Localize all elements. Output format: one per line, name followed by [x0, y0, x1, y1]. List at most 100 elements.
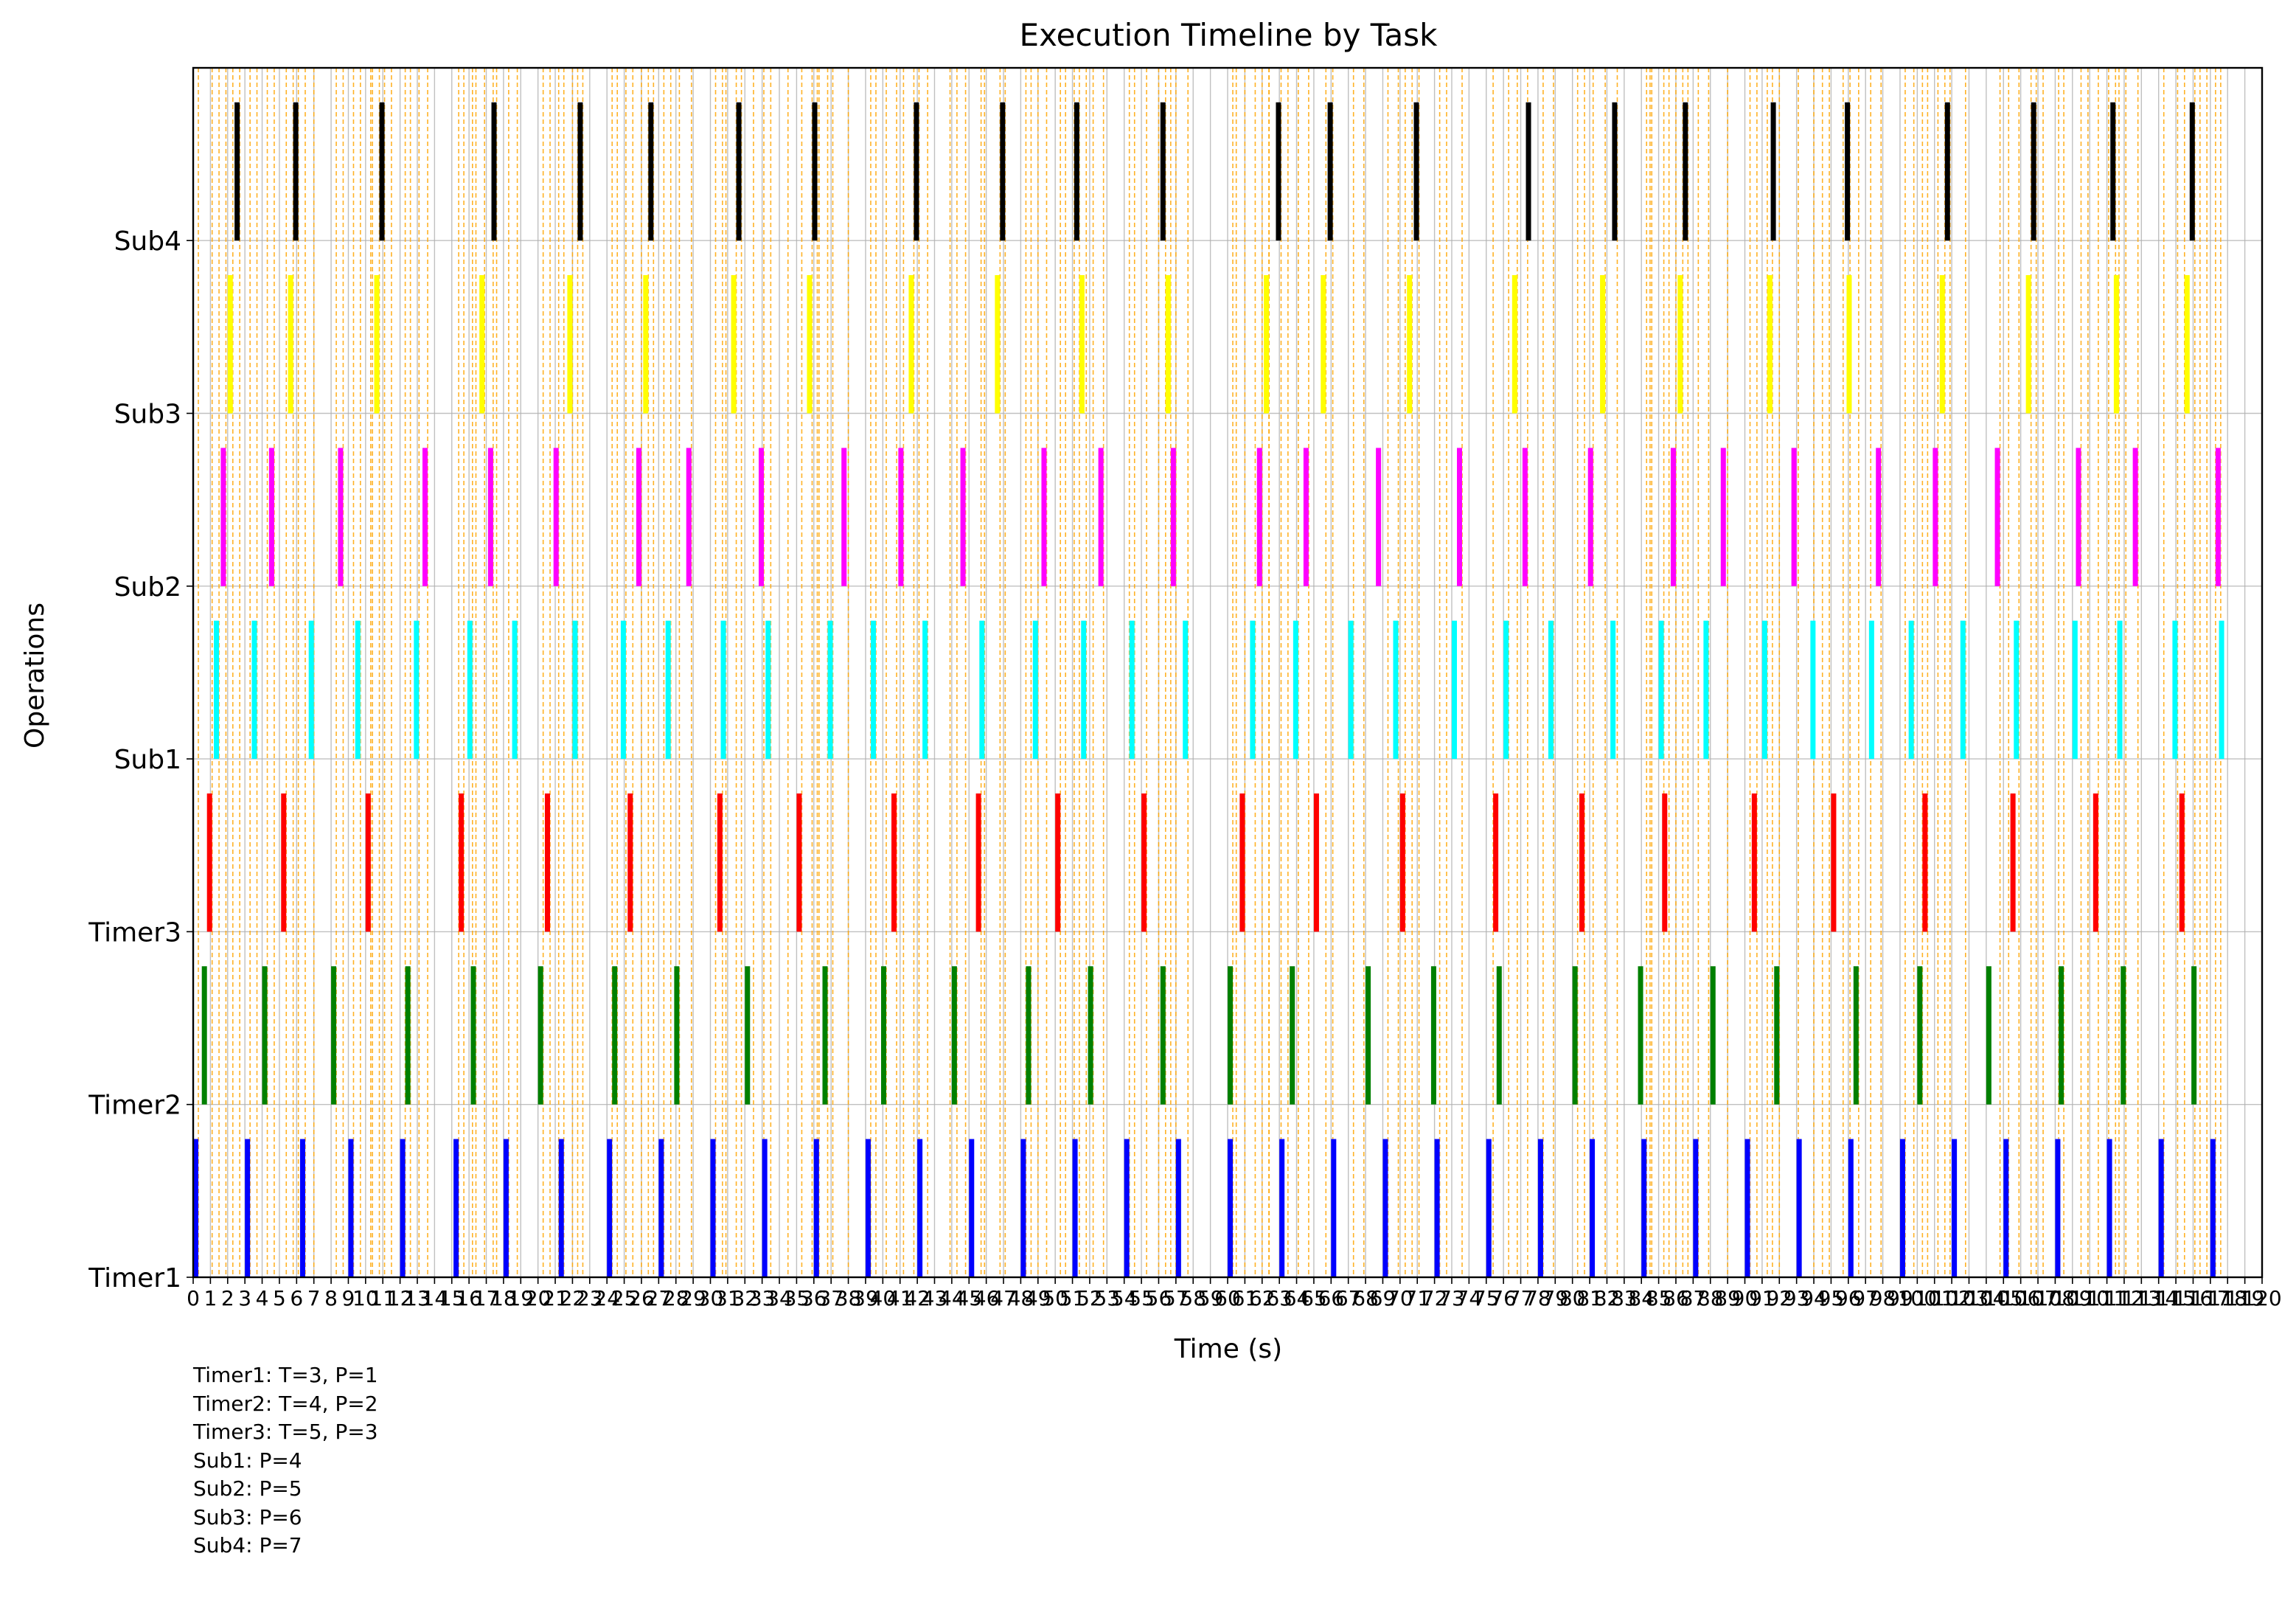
- bar-sub3: [995, 275, 1001, 414]
- bar-timer2: [1026, 966, 1032, 1105]
- bar-timer2: [1496, 966, 1502, 1105]
- bar-sub2: [487, 448, 493, 586]
- bar-timer1: [1434, 1139, 1440, 1277]
- bar-sub2: [553, 448, 559, 586]
- bar-timer1: [400, 1139, 406, 1277]
- x-tick-label: 7: [307, 1286, 321, 1310]
- bar-timer3: [2010, 793, 2016, 932]
- bar-timer3: [975, 793, 981, 932]
- x-tick-label: 64: [1284, 1286, 1310, 1310]
- bar-timer3: [1662, 793, 1668, 932]
- x-tick-label: 72: [1422, 1286, 1448, 1310]
- bar-timer1: [607, 1139, 613, 1277]
- bar-sub4: [577, 102, 583, 241]
- x-tick-label: 61: [1232, 1286, 1259, 1310]
- x-tick-label: 38: [835, 1286, 862, 1310]
- bar-sub2: [1720, 448, 1726, 586]
- note-timer1: Timer1: T=3, P=1: [193, 1363, 378, 1387]
- x-tick-label: 71: [1404, 1286, 1430, 1310]
- bar-sub1: [1503, 620, 1509, 760]
- bar-sub2: [1456, 448, 1463, 586]
- x-tick-label: 77: [1508, 1286, 1534, 1310]
- bar-sub4: [736, 102, 742, 241]
- bar-timer3: [627, 793, 633, 932]
- y-tick-label: Sub3: [114, 400, 181, 430]
- bar-sub4: [1327, 102, 1333, 241]
- bar-sub3: [1264, 275, 1270, 414]
- bar-timer1: [865, 1139, 871, 1277]
- note-sub2: Sub2: P=5: [193, 1476, 302, 1501]
- bar-timer1: [710, 1139, 716, 1277]
- reference-lines: [198, 68, 2222, 1277]
- bar-timer2: [1710, 966, 1716, 1105]
- bar-sub4: [1276, 102, 1281, 241]
- x-tick-label: 23: [577, 1286, 603, 1310]
- bar-timer2: [1774, 966, 1780, 1105]
- bar-sub1: [1393, 620, 1399, 760]
- bar-timer2: [674, 966, 680, 1105]
- x-tick-label: 88: [1697, 1286, 1724, 1310]
- bar-sub1: [1960, 620, 1966, 760]
- bar-sub1: [1183, 620, 1189, 760]
- x-tick-label: 17: [473, 1286, 500, 1310]
- bar-timer1: [2003, 1139, 2009, 1277]
- x-tick-label: 73: [1439, 1286, 1465, 1310]
- x-tick-label: 63: [1266, 1286, 1293, 1310]
- y-tick-label: Timer3: [88, 917, 181, 948]
- x-tick-label: 46: [973, 1286, 1000, 1310]
- bar-sub1: [1761, 620, 1767, 760]
- bar-sub2: [1670, 448, 1676, 586]
- x-tick-label: 55: [1128, 1286, 1155, 1310]
- x-tick-label: 94: [1801, 1286, 1827, 1310]
- x-tick-label: 25: [611, 1286, 638, 1310]
- note-sub1: Sub1: P=4: [193, 1448, 302, 1473]
- bar-timer2: [1430, 966, 1436, 1105]
- bar-sub2: [841, 448, 847, 586]
- bar-timer1: [1486, 1139, 1492, 1277]
- bar-sub4: [914, 102, 919, 241]
- x-tick-label: 110: [2070, 1286, 2109, 1310]
- bar-timer1: [2158, 1139, 2164, 1277]
- bar-sub1: [1032, 620, 1038, 760]
- bar-timer1: [917, 1139, 923, 1277]
- bar-timer3: [1922, 793, 1928, 932]
- bar-sub3: [908, 275, 914, 414]
- bar-timer1: [658, 1139, 664, 1277]
- bar-timer2: [745, 966, 751, 1105]
- bar-timer1: [1693, 1139, 1699, 1277]
- bar-sub2: [1994, 448, 2000, 586]
- x-tick-label: 107: [2018, 1286, 2057, 1310]
- x-tick-label: 10: [352, 1286, 379, 1310]
- bar-sub1: [1908, 620, 1914, 760]
- bar-sub1: [355, 620, 361, 760]
- bar-sub1: [827, 620, 833, 760]
- bar-sub1: [979, 620, 985, 760]
- bar-sub1: [1250, 620, 1256, 760]
- x-axis-label: Time (s): [1174, 1334, 1282, 1364]
- note-sub3: Sub3: P=6: [193, 1504, 302, 1529]
- x-tick-label: 111: [2087, 1286, 2126, 1310]
- bar-timer1: [1331, 1139, 1337, 1277]
- x-tick-label: 91: [1749, 1286, 1775, 1310]
- bar-sub2: [422, 448, 428, 586]
- x-tick-label: 40: [870, 1286, 897, 1310]
- x-tick-label: 74: [1456, 1286, 1483, 1310]
- bar-timer1: [969, 1139, 975, 1277]
- bar-timer2: [612, 966, 618, 1105]
- bar-sub3: [1165, 275, 1171, 414]
- x-tick-label: 78: [1525, 1286, 1551, 1310]
- bar-timer1: [813, 1139, 819, 1277]
- x-tick-label: 22: [560, 1286, 586, 1310]
- bar-sub4: [1944, 102, 1950, 241]
- bar-sub2: [1303, 448, 1309, 586]
- bar-sub3: [1767, 275, 1773, 414]
- x-tick-label: 14: [422, 1286, 448, 1310]
- x-tick-label: 79: [1542, 1286, 1568, 1310]
- bar-sub3: [1600, 275, 1606, 414]
- x-tick-label: 9: [342, 1286, 355, 1310]
- y-tick-label: Sub2: [114, 572, 181, 602]
- x-tick-label: 16: [456, 1286, 482, 1310]
- x-tick-label: 102: [1932, 1286, 1971, 1310]
- x-tick-label: 89: [1714, 1286, 1741, 1310]
- bar-timer2: [405, 966, 411, 1105]
